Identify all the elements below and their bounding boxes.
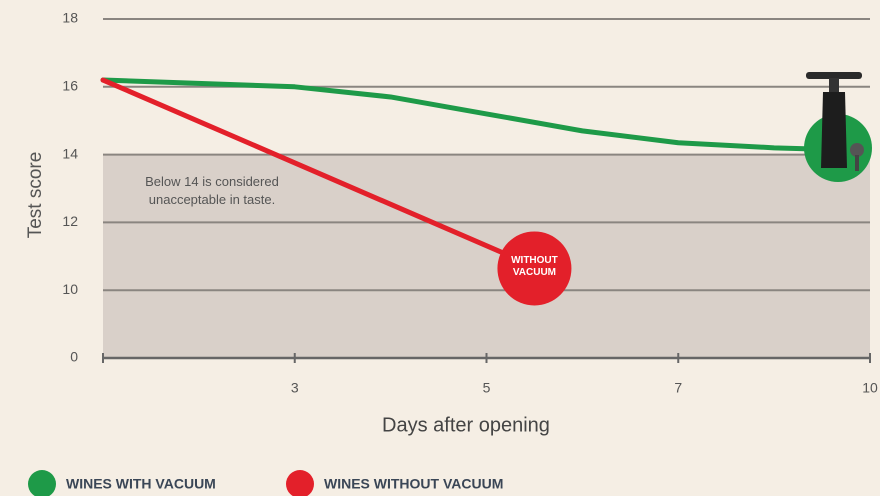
y-tick-label: 10: [62, 281, 78, 297]
marker-label: WITHOUT VACUUM: [506, 255, 562, 279]
legend-swatch: [28, 470, 56, 496]
x-tick-label: 3: [291, 380, 299, 396]
y-tick-label: 14: [62, 145, 78, 161]
y-tick-label: 16: [62, 78, 78, 94]
vacuum-pump-icon: [804, 72, 872, 182]
pump-handle: [806, 72, 862, 79]
legend-label: WINES WITHOUT VACUUM: [324, 476, 503, 492]
x-tick-label: 10: [862, 380, 878, 396]
pump-stopper: [850, 143, 864, 157]
y-tick-label: 12: [62, 213, 78, 229]
y-axis-label: Test score: [25, 152, 46, 239]
series-line: [103, 80, 832, 149]
pump-neck: [829, 78, 839, 92]
page: {"chart_data": { "type": "line", "x_labe…: [0, 0, 880, 496]
pump-stopper-stem: [855, 155, 859, 171]
y-tick-label: 18: [62, 10, 78, 26]
legend-swatch: [286, 470, 314, 496]
annotation: Below 14 is considered unacceptable in t…: [112, 173, 312, 209]
pump-body: [821, 92, 847, 168]
x-tick-label: 5: [483, 380, 491, 396]
chart: Test score Days after opening 0 10 12 14 16 1…: [0, 0, 880, 496]
legend-label: WINES WITH VACUUM: [66, 476, 216, 492]
x-tick-label: 7: [674, 380, 682, 396]
y-tick-label: 0: [70, 349, 78, 365]
x-axis-label: Days after opening: [382, 414, 550, 436]
